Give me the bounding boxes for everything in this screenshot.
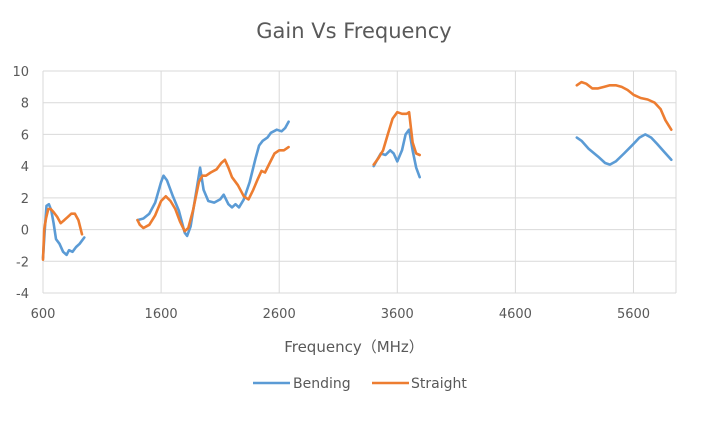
chart-title: Gain Vs Frequency (256, 19, 451, 43)
x-tick-label: 5600 (617, 307, 650, 322)
series-line-bending (575, 133, 673, 166)
y-tick-label: 6 (21, 128, 29, 143)
x-tick-label: 4600 (499, 307, 532, 322)
series-line-straight (136, 145, 290, 233)
legend: Bending Straight (253, 376, 467, 392)
series-line-bending (136, 120, 290, 238)
series-straight (41, 80, 673, 261)
series-lines (41, 80, 673, 261)
series-line-straight (372, 110, 421, 166)
y-tick-label: 4 (21, 160, 29, 175)
series-line-straight (575, 80, 673, 131)
x-tick-label: 2600 (263, 307, 296, 322)
gridlines (42, 70, 677, 294)
y-tick-label: -4 (16, 287, 29, 302)
legend-label-straight: Straight (411, 376, 467, 392)
x-axis-label: Frequency（MHz） (284, 338, 424, 356)
series-bending (41, 120, 673, 260)
x-tick-label: 600 (31, 307, 56, 322)
y-tick-label: 10 (12, 65, 29, 80)
y-axis-ticks: -4 -2 0 2 4 6 8 10 (12, 65, 29, 302)
y-tick-label: -2 (16, 255, 29, 270)
series-line-straight (41, 207, 84, 261)
x-axis-ticks: 600 1600 2600 3600 4600 5600 (31, 307, 650, 322)
series-line-bending (41, 202, 86, 260)
y-tick-label: 0 (21, 224, 29, 239)
y-tick-label: 8 (21, 97, 29, 112)
y-tick-label: 2 (21, 192, 29, 207)
legend-label-bending: Bending (293, 376, 351, 392)
x-tick-label: 1600 (145, 307, 178, 322)
x-tick-label: 3600 (381, 307, 414, 322)
